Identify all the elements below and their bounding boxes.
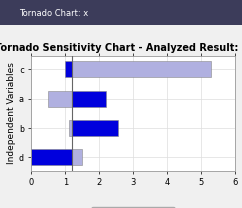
Bar <box>48 91 72 107</box>
Bar <box>69 120 72 136</box>
Bar <box>72 149 82 165</box>
Bar <box>31 149 72 165</box>
Bar <box>72 61 211 77</box>
Bar <box>72 120 118 136</box>
Bar <box>65 61 72 77</box>
Title: Tornado Sensitivity Chart - Analyzed Result: x (m): Tornado Sensitivity Chart - Analyzed Res… <box>0 43 242 53</box>
Bar <box>72 91 106 107</box>
Y-axis label: Independent Variables: Independent Variables <box>7 62 16 164</box>
Text: Tornado Chart: x: Tornado Chart: x <box>19 9 89 18</box>
Legend: Low, High: Low, High <box>91 207 175 208</box>
